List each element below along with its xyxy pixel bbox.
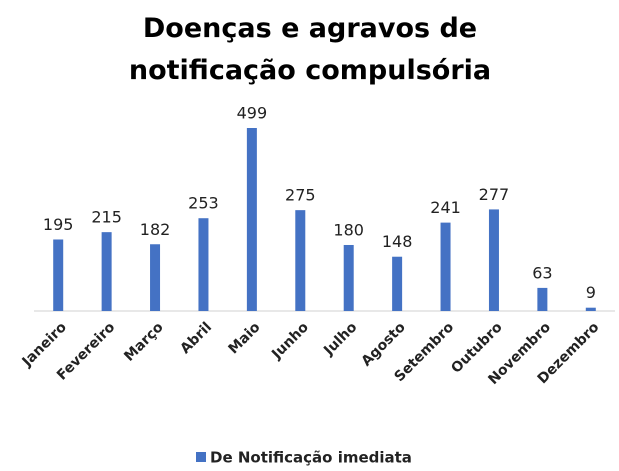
data-label: 9	[586, 283, 596, 302]
x-tick-label: Abril	[177, 319, 215, 357]
bar	[537, 287, 548, 311]
data-label: 182	[140, 220, 171, 239]
bar	[392, 256, 403, 311]
x-tick-label: Maio	[225, 319, 263, 357]
data-label: 63	[532, 263, 552, 282]
data-label: 499	[237, 104, 268, 123]
data-label: 275	[285, 186, 316, 205]
data-label: 195	[43, 215, 74, 234]
x-tick-label: Julho	[320, 319, 360, 359]
data-label: 148	[382, 232, 413, 251]
bar	[246, 128, 257, 311]
data-label: 241	[430, 198, 461, 217]
bar	[488, 209, 499, 311]
legend-swatch	[196, 452, 206, 462]
bar	[53, 239, 64, 311]
bar	[150, 244, 161, 311]
bar	[101, 232, 112, 311]
bar	[440, 222, 451, 311]
bar	[198, 218, 209, 311]
data-label: 277	[479, 185, 510, 204]
x-tick-label: Junho	[268, 319, 312, 363]
data-label: 180	[333, 220, 364, 239]
bar	[585, 307, 596, 311]
bar	[295, 210, 306, 311]
chart-title: Doenças e agravos de notificação compuls…	[128, 13, 492, 86]
legend-label: De Notificação imediata	[210, 449, 412, 467]
data-label: 253	[188, 194, 219, 213]
x-tick-label: Agosto	[358, 319, 409, 370]
bar	[343, 244, 354, 311]
data-label: 215	[91, 208, 122, 227]
x-tick-label: Março	[121, 319, 167, 365]
